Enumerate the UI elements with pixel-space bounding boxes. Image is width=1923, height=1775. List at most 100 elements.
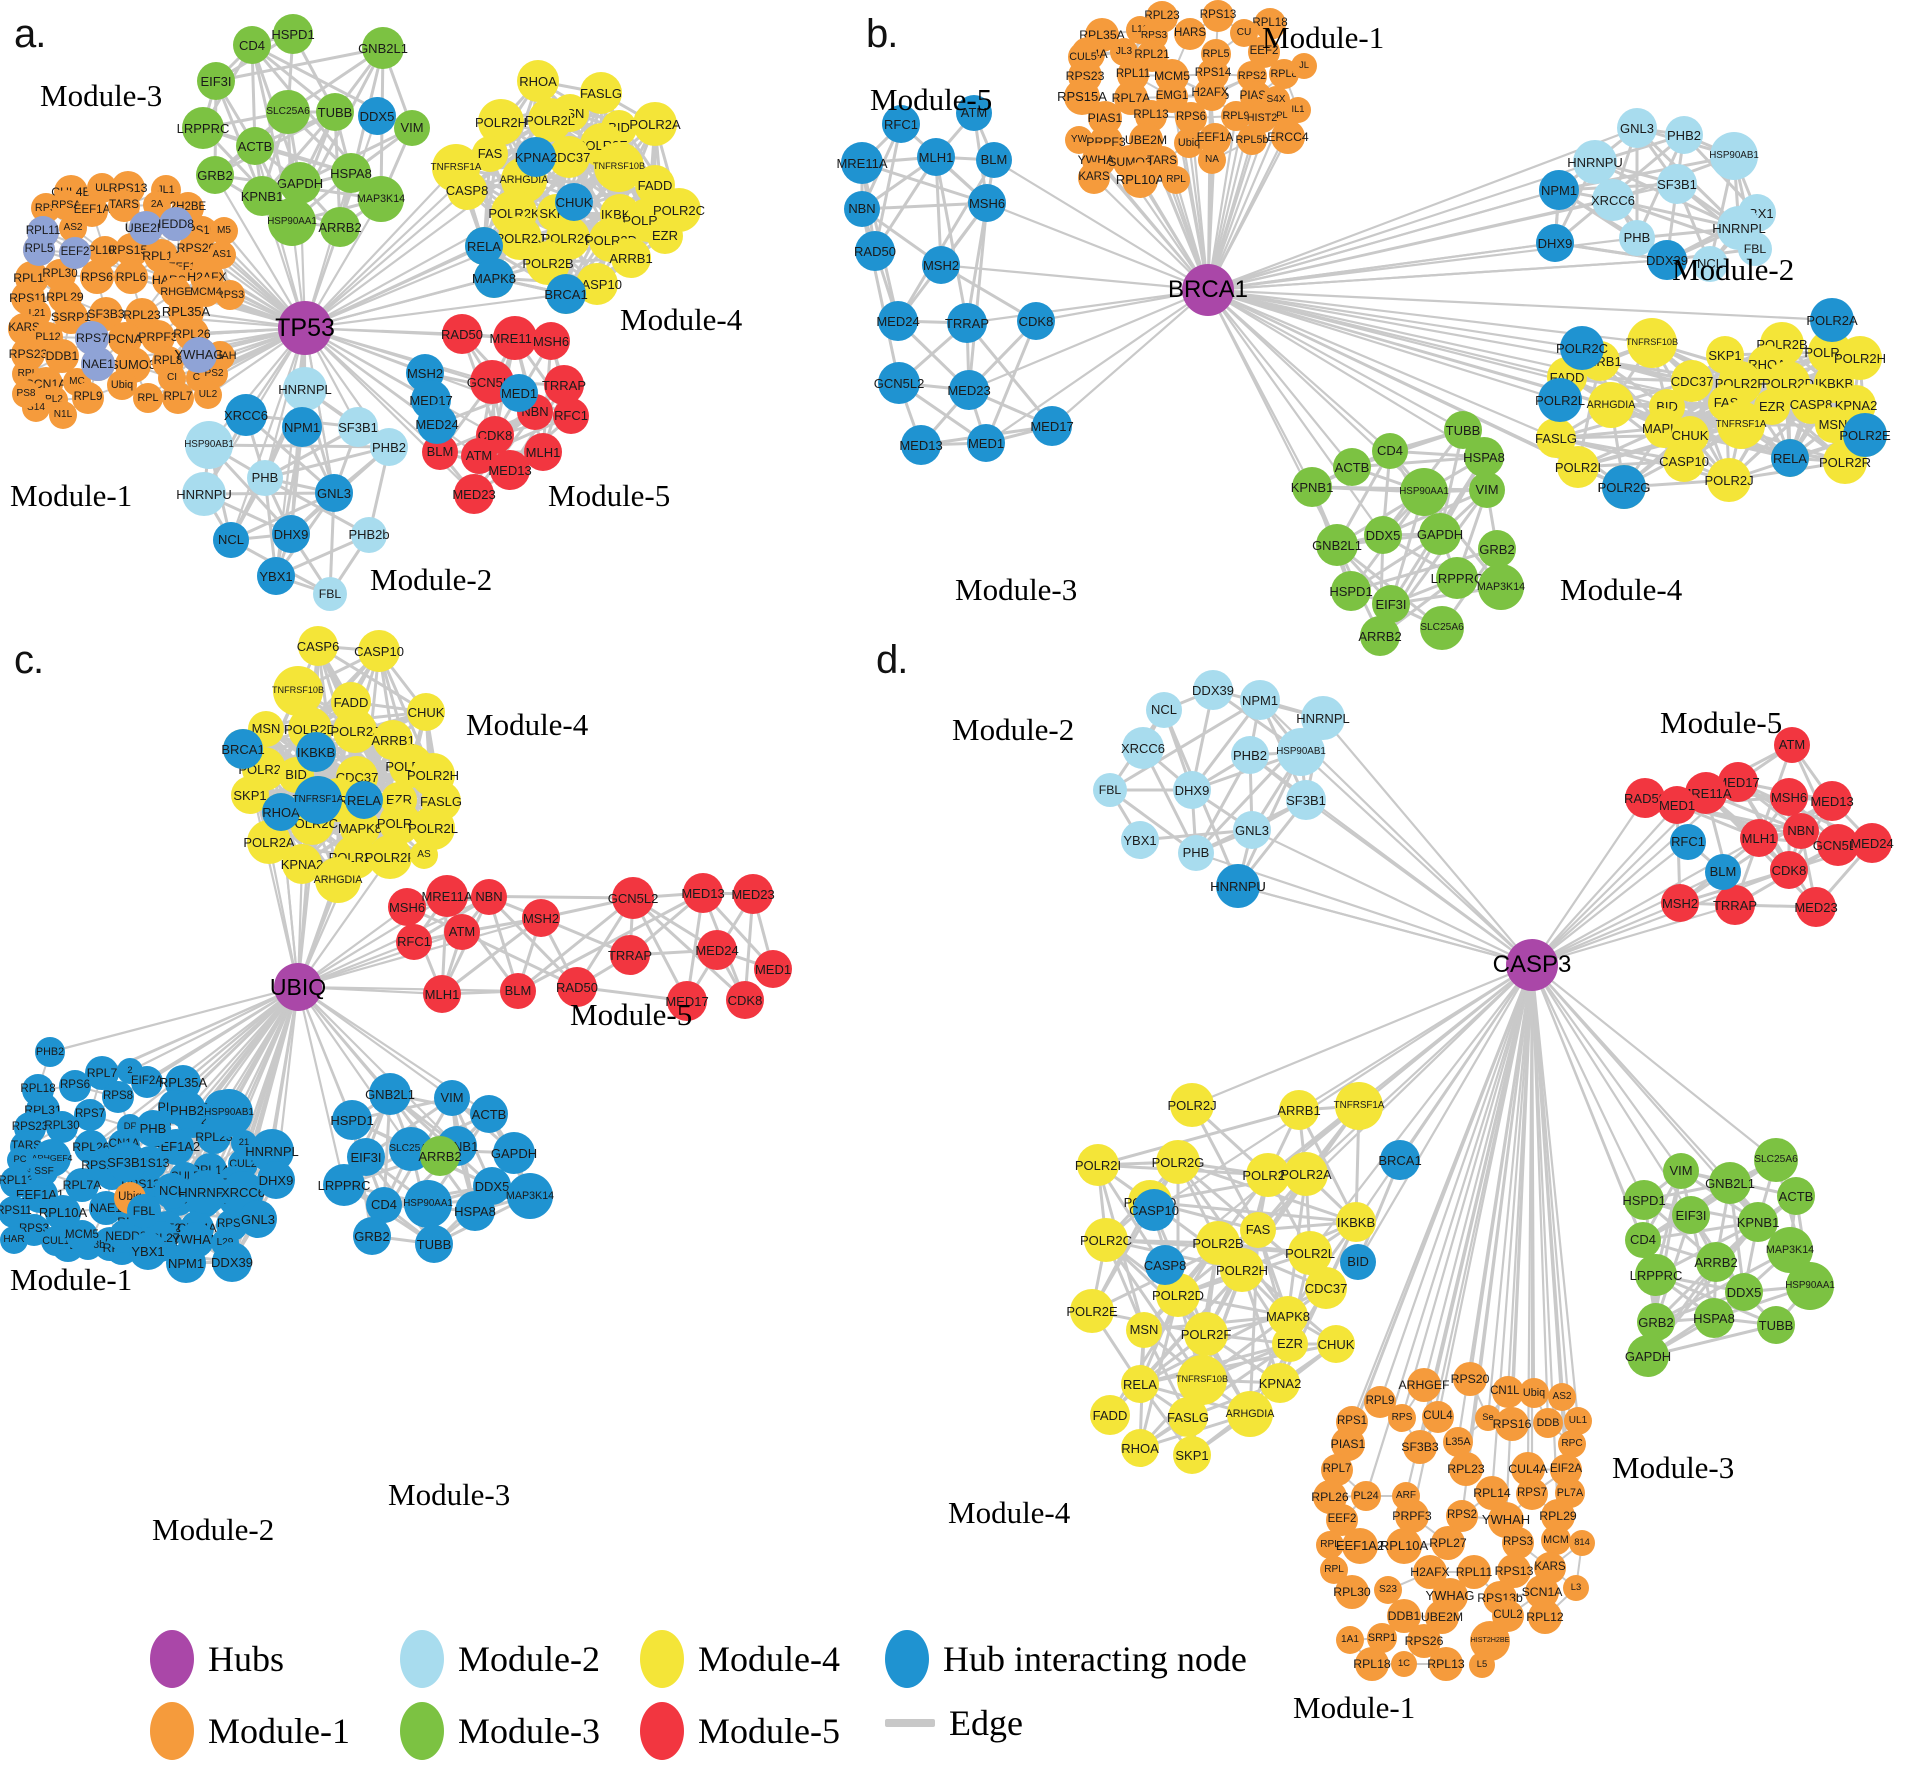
network-node[interactable]: RPL	[1162, 166, 1190, 194]
network-node[interactable]: RPS7	[74, 1099, 106, 1131]
network-node[interactable]: FBL	[1093, 773, 1127, 807]
network-node[interactable]: PHB2	[35, 1037, 65, 1067]
network-node[interactable]: ARHGDIA	[314, 857, 362, 903]
network-node[interactable]: IKBKB	[296, 732, 336, 772]
network-node[interactable]: YBX1	[129, 1232, 167, 1270]
network-node[interactable]: SSF	[30, 1158, 58, 1186]
network-node[interactable]: ARRB2	[1358, 616, 1402, 656]
network-node[interactable]: GRB2	[353, 1217, 391, 1255]
network-node[interactable]: MAP3K14	[1477, 564, 1525, 610]
network-node[interactable]: MED23	[452, 474, 496, 514]
network-node[interactable]: RPL7	[162, 382, 194, 414]
network-node[interactable]: GCN5L2	[874, 362, 924, 404]
network-node[interactable]: TUBB	[1757, 1306, 1795, 1344]
network-node[interactable]: GAPDH	[1625, 1335, 1671, 1377]
network-node[interactable]: XRCC6	[1121, 727, 1165, 769]
network-node[interactable]: POLR2I	[1555, 446, 1601, 488]
network-node[interactable]: BRCA1	[221, 729, 265, 769]
network-node[interactable]: RHOA	[517, 60, 559, 102]
network-node[interactable]: MLH1	[1740, 819, 1778, 857]
network-node[interactable]: CASP10	[1659, 440, 1709, 482]
network-node[interactable]: LRPPRC	[177, 107, 229, 149]
network-node[interactable]: GRB2	[1478, 530, 1516, 568]
network-node[interactable]: EZR	[1272, 1326, 1308, 1362]
network-node[interactable]: RPS20	[1451, 1362, 1489, 1396]
network-node[interactable]: SLC25A6	[1420, 606, 1464, 650]
network-node[interactable]: NPM1	[1539, 170, 1579, 210]
network-node[interactable]: CASP8	[446, 170, 488, 210]
network-node[interactable]: MSH2	[1661, 884, 1699, 922]
network-node[interactable]: HSP90AB1	[204, 1089, 254, 1137]
network-node[interactable]: MAPK8	[472, 258, 516, 298]
network-node[interactable]: DDX39	[211, 1242, 253, 1282]
network-node[interactable]: CUL5	[1068, 42, 1098, 72]
network-node[interactable]: POLR2L	[1535, 378, 1585, 422]
network-node[interactable]: POLR2A	[1280, 1152, 1332, 1196]
network-node[interactable]: DDB	[1533, 1408, 1563, 1438]
network-node[interactable]: FBL	[313, 577, 347, 611]
network-node[interactable]: 1C	[1391, 1651, 1417, 1677]
network-node[interactable]: PHB2	[1665, 116, 1703, 154]
network-node[interactable]: MCM5	[65, 1220, 99, 1252]
network-node[interactable]: HSPA8	[1693, 1298, 1735, 1338]
network-node[interactable]: CD4	[1372, 433, 1408, 469]
network-node[interactable]: GNB2L1	[1705, 1162, 1755, 1204]
network-node[interactable]: NPM1	[166, 1243, 206, 1283]
network-node[interactable]: GNL3	[1233, 811, 1271, 849]
network-node[interactable]: VIM	[1663, 1153, 1699, 1189]
network-node[interactable]: 814	[1569, 1530, 1595, 1556]
network-node[interactable]: RAD50	[441, 314, 483, 354]
network-node[interactable]: DHX9	[257, 1161, 295, 1199]
network-node[interactable]: RHGE	[160, 277, 192, 307]
network-node[interactable]: RPS6	[59, 1070, 91, 1102]
network-node[interactable]: GNB2L1	[1312, 524, 1362, 566]
network-node[interactable]: POLR2G	[1152, 1140, 1204, 1184]
network-node[interactable]: ACTB	[1777, 1177, 1815, 1215]
network-node[interactable]: RPL27	[1429, 1526, 1467, 1560]
network-node[interactable]: XRCC6	[224, 394, 268, 436]
network-node[interactable]: XRCC6	[1591, 179, 1635, 221]
network-node[interactable]: POLR2H	[1834, 336, 1886, 380]
hub-node-brca1[interactable]: BRCA1	[1168, 264, 1248, 316]
network-node[interactable]: RAD50	[854, 231, 896, 271]
network-node[interactable]: ARRB2	[1694, 1242, 1738, 1282]
network-node[interactable]: MLH1	[917, 138, 955, 176]
network-node[interactable]: CASP10	[1129, 1189, 1179, 1231]
network-node[interactable]: MSH6	[532, 322, 570, 360]
network-node[interactable]: CHUK	[1317, 1325, 1355, 1363]
network-node[interactable]: DDX5	[1364, 516, 1402, 554]
network-node[interactable]: GCN5L2	[608, 877, 658, 919]
network-node[interactable]: JL	[1291, 53, 1317, 79]
network-node[interactable]: DDX5	[358, 97, 396, 135]
network-node[interactable]: HSPA8	[1463, 437, 1505, 477]
network-node[interactable]: RPS16	[1493, 1407, 1531, 1441]
network-node[interactable]: GNB2L1	[365, 1073, 415, 1115]
network-node[interactable]: POLR2J	[1167, 1083, 1217, 1127]
network-node[interactable]: HNRNPU	[176, 472, 232, 516]
network-node[interactable]: SF3B1	[1657, 164, 1697, 204]
hub-node-ubiq[interactable]: UBIQ	[270, 963, 326, 1011]
network-node[interactable]: POLR2F	[1181, 1312, 1231, 1356]
network-node[interactable]: Ubiq	[1519, 1378, 1549, 1408]
network-node[interactable]: CASP6	[297, 626, 339, 666]
network-node[interactable]: VIM	[434, 1080, 470, 1116]
network-node[interactable]: SKP1	[1173, 1436, 1211, 1474]
network-node[interactable]: NAE1	[81, 347, 115, 381]
hub-node-casp3[interactable]: CASP3	[1493, 939, 1571, 991]
network-node[interactable]: MED24	[1850, 823, 1894, 863]
network-node[interactable]: GAPDH	[1417, 513, 1463, 555]
network-node[interactable]: H2AFX	[1191, 78, 1229, 110]
network-node[interactable]: PHB	[1178, 835, 1214, 871]
network-node[interactable]: MSN	[1126, 1312, 1162, 1348]
network-node[interactable]: ACTB	[470, 1095, 508, 1133]
network-node[interactable]: BRCA1	[544, 274, 588, 314]
network-node[interactable]: POLR2I	[1075, 1144, 1121, 1186]
network-node[interactable]: SF3B3	[1401, 1430, 1439, 1464]
network-node[interactable]: PHB	[135, 1111, 171, 1147]
network-node[interactable]: NCL	[213, 522, 249, 558]
network-node[interactable]: CHUK	[407, 693, 445, 731]
network-node[interactable]: PL24	[1351, 1481, 1381, 1511]
hub-node-tp53[interactable]: TP53	[275, 301, 335, 355]
network-node[interactable]: BLM	[1705, 854, 1741, 890]
network-node[interactable]: UL2	[194, 381, 222, 409]
